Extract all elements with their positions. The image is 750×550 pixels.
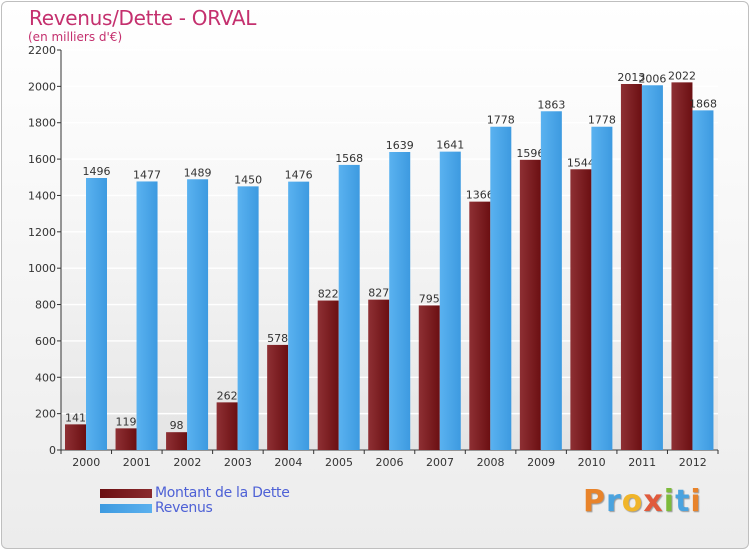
data-label-dette: 1366 bbox=[466, 189, 494, 202]
bar-revenus bbox=[641, 85, 663, 450]
data-label-revenus: 1496 bbox=[83, 165, 111, 178]
bar-revenus bbox=[490, 126, 512, 451]
y-tick-label: 400 bbox=[35, 371, 56, 384]
x-tick-label: 2006 bbox=[376, 456, 404, 469]
x-tick-label: 2000 bbox=[72, 456, 100, 469]
x-tick-label: 2012 bbox=[679, 456, 707, 469]
bar-dette bbox=[166, 432, 188, 450]
y-tick-label: 1400 bbox=[28, 189, 56, 202]
data-label-revenus: 1778 bbox=[588, 114, 616, 127]
data-label-revenus: 2006 bbox=[638, 72, 666, 85]
data-label-revenus: 1476 bbox=[285, 169, 313, 182]
bar-revenus bbox=[86, 178, 107, 450]
bar-dette bbox=[620, 84, 642, 450]
bar-dette bbox=[115, 428, 137, 450]
bar-dette bbox=[671, 82, 693, 450]
bar-dette bbox=[216, 402, 238, 450]
bar-revenus bbox=[237, 186, 259, 450]
legend-swatch-dette bbox=[100, 489, 152, 498]
data-label-dette: 822 bbox=[318, 288, 339, 301]
x-tick-label: 2009 bbox=[527, 456, 555, 469]
data-label-revenus: 1568 bbox=[335, 152, 363, 165]
x-tick-label: 2002 bbox=[173, 456, 201, 469]
bar-dette bbox=[267, 344, 289, 450]
data-label-dette: 1544 bbox=[567, 156, 595, 169]
data-label-dette: 2022 bbox=[668, 69, 696, 82]
bar-revenus bbox=[136, 181, 158, 451]
y-tick-label: 2000 bbox=[28, 80, 56, 93]
data-label-dette: 1596 bbox=[516, 147, 544, 160]
legend-label-revenus: Revenus bbox=[155, 500, 213, 516]
x-tick-label: 2004 bbox=[274, 456, 302, 469]
bar-revenus bbox=[591, 126, 613, 451]
x-tick-label: 2010 bbox=[578, 456, 606, 469]
data-label-dette: 827 bbox=[368, 287, 389, 300]
y-tick-label: 200 bbox=[35, 408, 56, 421]
legend-label-dette: Montant de la Dette bbox=[155, 485, 290, 501]
y-tick-label: 2200 bbox=[28, 44, 56, 57]
data-label-revenus: 1477 bbox=[133, 168, 161, 181]
data-label-dette: 2013 bbox=[617, 71, 645, 84]
bar-revenus bbox=[439, 151, 461, 451]
bar-revenus bbox=[338, 164, 360, 450]
data-label-revenus: 1641 bbox=[436, 139, 464, 152]
data-label-dette: 119 bbox=[116, 415, 137, 428]
bar-revenus bbox=[692, 110, 714, 450]
y-tick-label: 600 bbox=[35, 335, 56, 348]
x-tick-label: 2011 bbox=[628, 456, 656, 469]
bar-revenus bbox=[540, 111, 562, 450]
bar-dette bbox=[418, 305, 440, 450]
data-label-dette: 578 bbox=[267, 332, 288, 345]
bar-dette bbox=[65, 424, 86, 450]
bar-dette bbox=[469, 201, 491, 450]
data-label-revenus: 1639 bbox=[386, 139, 414, 152]
y-tick-label: 800 bbox=[35, 299, 56, 312]
data-label-dette: 795 bbox=[419, 292, 440, 305]
x-tick-label: 2003 bbox=[224, 456, 252, 469]
legend-swatch-revenus bbox=[100, 504, 152, 513]
data-label-dette: 262 bbox=[217, 389, 238, 402]
chart-title: Revenus/Dette - ORVAL bbox=[29, 6, 257, 30]
bar-revenus bbox=[389, 152, 411, 450]
data-label-revenus: 1778 bbox=[487, 114, 515, 127]
data-label-revenus: 1863 bbox=[537, 98, 565, 111]
chart-subtitle: (en milliers d'€) bbox=[28, 30, 123, 44]
data-label-dette: 141 bbox=[65, 411, 86, 424]
x-tick-label: 2007 bbox=[426, 456, 454, 469]
x-tick-label: 2008 bbox=[477, 456, 505, 469]
bar-dette bbox=[317, 300, 339, 450]
bar-dette bbox=[368, 299, 390, 450]
y-tick-label: 1200 bbox=[28, 226, 56, 239]
data-label-dette: 98 bbox=[170, 419, 184, 432]
bar-revenus bbox=[288, 181, 310, 451]
y-tick-label: 1800 bbox=[28, 117, 56, 130]
proxiti-logo: Proxiti bbox=[583, 484, 702, 519]
y-tick-label: 1000 bbox=[28, 262, 56, 275]
bar-dette bbox=[570, 169, 592, 451]
x-tick-label: 2001 bbox=[123, 456, 151, 469]
data-label-revenus: 1450 bbox=[234, 173, 262, 186]
y-tick-label: 0 bbox=[49, 444, 56, 457]
x-tick-label: 2005 bbox=[325, 456, 353, 469]
data-label-revenus: 1868 bbox=[689, 97, 717, 110]
y-tick-label: 1600 bbox=[28, 153, 56, 166]
data-label-revenus: 1489 bbox=[184, 166, 212, 179]
bar-revenus bbox=[187, 179, 209, 451]
bar-dette bbox=[519, 159, 541, 450]
